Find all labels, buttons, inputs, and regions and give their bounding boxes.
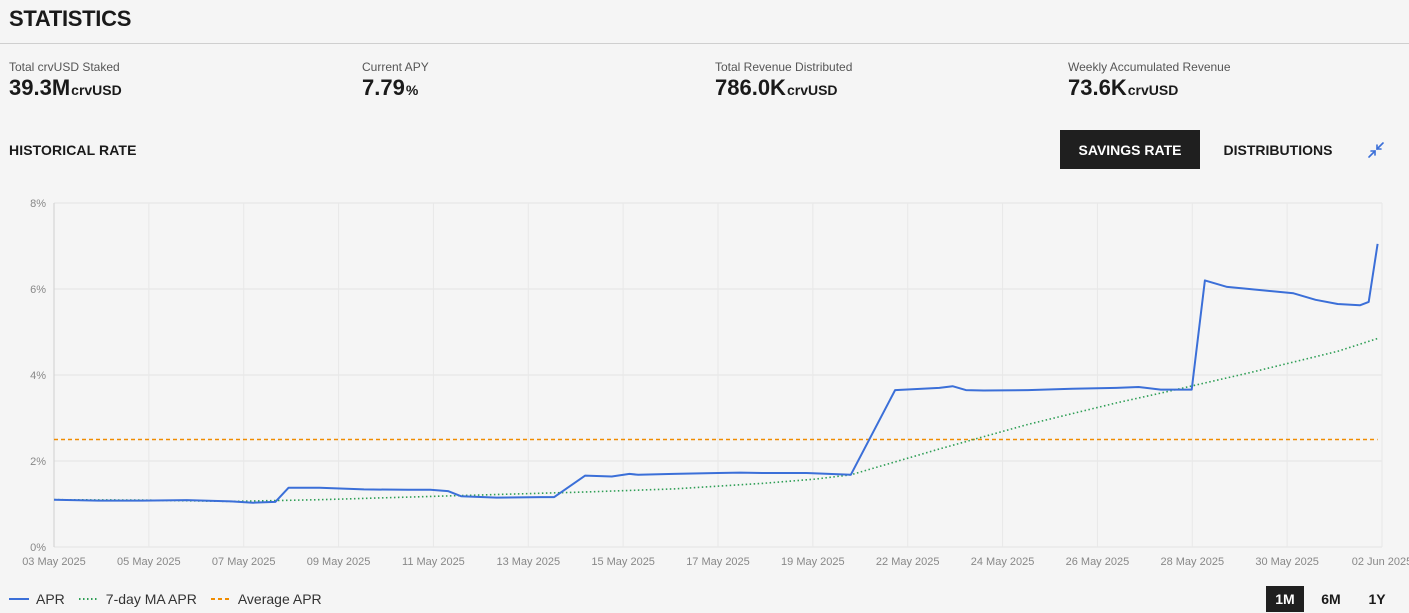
range-6m-button[interactable]: 6M [1321, 591, 1341, 607]
y-tick-label: 6% [30, 284, 46, 296]
page-title: STATISTICS [9, 6, 132, 31]
x-tick-label: 15 May 2025 [591, 556, 655, 568]
series-line-apr [53, 243, 1379, 504]
x-tick-label: 19 May 2025 [781, 556, 845, 568]
stat-value: 7.79% [362, 75, 429, 101]
stat-value: 786.0KcrvUSD [715, 75, 852, 101]
stat-total-revenue: Total Revenue Distributed 786.0KcrvUSD [715, 60, 852, 101]
y-tick-label: 0% [30, 542, 46, 554]
y-tick-label: 8% [30, 198, 46, 210]
legend-item-apr[interactable]: APR [9, 591, 65, 607]
legend-item-ma-apr[interactable]: 7-day MA APR [78, 591, 197, 607]
stat-unit: crvUSD [1127, 82, 1179, 98]
stat-label: Total crvUSD Staked [9, 60, 120, 74]
x-tick-label: 09 May 2025 [307, 556, 371, 568]
x-tick-label: 07 May 2025 [212, 556, 276, 568]
legend-label: 7-day MA APR [105, 591, 197, 607]
x-tick-label: 02 Jun 2025 [1352, 556, 1409, 568]
historical-rate-chart[interactable]: 0% 2% 4% 6% 8% 03 May 2025 05 May 2025 07 May 2… [0, 190, 1409, 580]
savings-rate-tab[interactable]: SAVINGS RATE [1060, 130, 1200, 169]
x-tick-label: 22 May 2025 [876, 556, 940, 568]
stat-label: Weekly Accumulated Revenue [1068, 60, 1231, 74]
stat-number: 39.3M [9, 75, 71, 100]
stat-number: 7.79 [362, 75, 405, 100]
stat-number: 786.0K [715, 75, 786, 100]
stat-current-apy: Current APY 7.79% [362, 60, 429, 101]
range-1y-button[interactable]: 1Y [1368, 591, 1386, 607]
stat-weekly-revenue: Weekly Accumulated Revenue 73.6KcrvUSD [1068, 60, 1231, 101]
stat-unit: crvUSD [71, 82, 122, 98]
y-tick-label: 4% [30, 370, 46, 382]
legend-label: APR [36, 591, 65, 607]
range-1m-button[interactable]: 1M [1266, 586, 1304, 612]
collapse-arrows-icon[interactable] [1366, 140, 1386, 160]
chart-legend: APR 7-day MA APR Average APR [9, 591, 336, 607]
x-tick-label: 28 May 2025 [1160, 556, 1224, 568]
stat-label: Total Revenue Distributed [715, 60, 853, 74]
x-tick-label: 05 May 2025 [117, 556, 181, 568]
stat-unit: % [405, 82, 419, 98]
stat-number: 73.6K [1068, 75, 1127, 100]
stat-unit: crvUSD [786, 82, 838, 98]
stat-value: 39.3McrvUSD [9, 75, 122, 101]
stat-value: 73.6KcrvUSD [1068, 75, 1231, 101]
distributions-tab[interactable]: DISTRIBUTIONS [1223, 141, 1333, 158]
series-line-7-day-ma-apr [53, 337, 1378, 503]
stat-label: Current APY [362, 60, 429, 74]
legend-label: Average APR [237, 591, 322, 607]
x-tick-label: 24 May 2025 [971, 556, 1035, 568]
section-title: HISTORICAL RATE [9, 142, 137, 158]
y-tick-label: 2% [30, 456, 46, 468]
x-tick-label: 17 May 2025 [686, 556, 750, 568]
x-tick-label: 30 May 2025 [1255, 556, 1319, 568]
x-tick-label: 26 May 2025 [1066, 556, 1130, 568]
x-tick-label: 13 May 2025 [496, 556, 560, 568]
header-divider [0, 43, 1409, 44]
legend-item-average-apr[interactable]: Average APR [210, 591, 322, 607]
stat-total-staked: Total crvUSD Staked 39.3McrvUSD [9, 60, 122, 101]
x-tick-label: 11 May 2025 [402, 556, 465, 568]
x-tick-label: 03 May 2025 [22, 556, 86, 568]
